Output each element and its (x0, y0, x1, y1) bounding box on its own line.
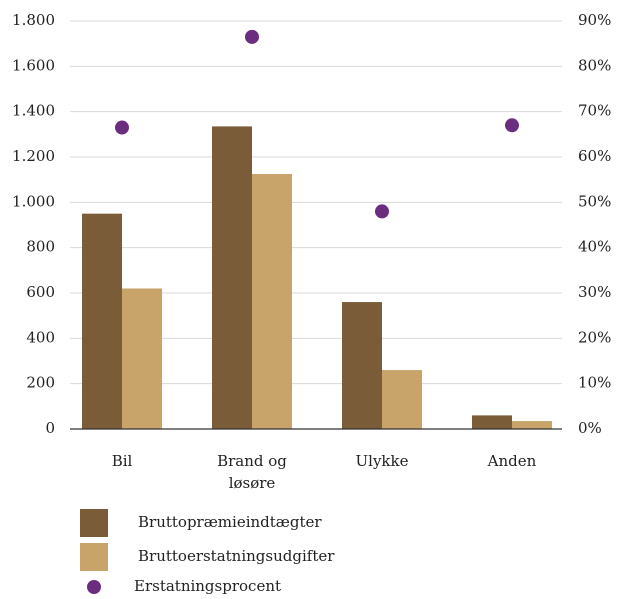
x-tick-label: Anden (487, 452, 537, 470)
legend-label: Bruttopræmieindtægter (138, 513, 322, 531)
y2-tick-label: 60% (578, 147, 611, 165)
legend-marker (87, 580, 101, 594)
bar (252, 174, 292, 429)
y-tick-label: 1.200 (12, 147, 55, 165)
data-point (245, 29, 259, 44)
bar (472, 415, 512, 429)
y-tick-label: 400 (26, 328, 55, 346)
y-tick-label: 1.600 (12, 56, 55, 74)
data-point (115, 120, 129, 135)
y-tick-label: 0 (45, 419, 55, 437)
legend-label: Bruttoerstatningsudgifter (138, 547, 335, 565)
x-tick-label: Bil (112, 452, 133, 470)
data-point (505, 118, 519, 133)
y-tick-label: 200 (26, 374, 55, 392)
y-tick-label: 800 (26, 238, 55, 256)
y2-tick-label: 50% (578, 192, 611, 210)
y2-tick-label: 70% (578, 102, 611, 120)
y2-tick-label: 20% (578, 328, 611, 346)
bar (382, 370, 422, 429)
y2-tick-label: 90% (578, 11, 611, 29)
y2-tick-label: 30% (578, 283, 611, 301)
bar (342, 302, 382, 429)
y2-tick-label: 80% (578, 56, 611, 74)
data-point (375, 204, 389, 219)
y-tick-label: 1.400 (12, 102, 55, 120)
y2-tick-label: 40% (578, 238, 611, 256)
y2-tick-label: 0% (578, 419, 602, 437)
bar (122, 288, 162, 429)
bar (512, 421, 552, 429)
y-tick-label: 600 (26, 283, 55, 301)
legend-marker (80, 543, 108, 571)
bar (212, 126, 252, 430)
y-tick-label: 1.800 (12, 11, 55, 29)
bar (82, 213, 122, 429)
y2-tick-label: 10% (578, 374, 611, 392)
y-tick-label: 1.000 (12, 192, 55, 210)
legend-label: Erstatningsprocent (134, 577, 281, 595)
legend-marker (80, 509, 108, 537)
x-tick-label: Ulykke (356, 452, 409, 470)
x-tick-label: Brand og løsøre (217, 452, 287, 492)
